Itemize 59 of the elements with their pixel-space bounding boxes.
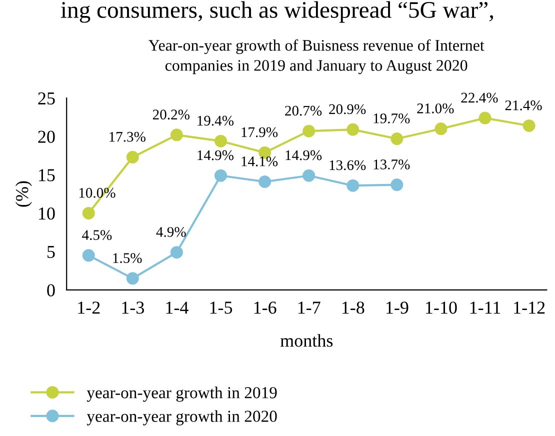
- data-label: 17.3%: [110, 132, 146, 142]
- point: [346, 179, 360, 192]
- point: [126, 150, 139, 164]
- point: [302, 124, 316, 138]
- point: [390, 132, 404, 146]
- point: [170, 246, 183, 259]
- data-label: 20.9%: [329, 104, 366, 114]
- x-tick-label: 1-10: [426, 302, 457, 314]
- y-tick-label: 15: [39, 169, 55, 182]
- chart-title: Year-on-year growth of Buisness revenue of Internet companies in 2019 and January to August 2020: [148, 39, 484, 74]
- y-tick-label: 10: [39, 207, 55, 220]
- x-tick-label: 1-8: [342, 302, 364, 314]
- data-label: 14.1%: [242, 156, 278, 166]
- point: [126, 272, 139, 285]
- data-label: 19.4%: [198, 116, 234, 126]
- data-label: 19.7%: [374, 113, 410, 124]
- data-label: 13.7%: [374, 160, 410, 170]
- point: [434, 122, 448, 136]
- data-label: 4.5%: [82, 230, 112, 240]
- x-tick-label: 1-9: [386, 302, 408, 314]
- point: [82, 249, 95, 262]
- y-tick-label: 25: [38, 92, 55, 105]
- legend-label: year-on-year growth in 2019: [86, 386, 277, 402]
- data-label: 21.4%: [505, 100, 542, 110]
- y-axis-title: (%): [16, 181, 32, 207]
- data-label: 20.2%: [152, 110, 190, 120]
- data-label: 14.9%: [286, 150, 322, 160]
- point: [522, 119, 536, 132]
- y-tick-label: 0: [47, 284, 55, 296]
- x-tick-label: 1-2: [78, 302, 100, 314]
- y-tick-label: 5: [48, 246, 55, 258]
- data-label: 13.6%: [330, 160, 366, 170]
- data-label: 17.9%: [242, 127, 278, 138]
- point: [82, 206, 95, 220]
- y-tick-label: 20: [38, 130, 55, 143]
- x-axis-title: months: [280, 334, 333, 347]
- x-tick-label: 1-7: [298, 302, 320, 314]
- x-tick-label: 1-3: [122, 302, 144, 314]
- x-tick-label: 1-4: [166, 302, 188, 314]
- point: [170, 128, 183, 142]
- point: [214, 169, 228, 182]
- data-label: 14.9%: [198, 150, 234, 160]
- x-tick-label: 1-12: [514, 302, 545, 314]
- point: [214, 134, 228, 148]
- x-tick-label: 1-11: [470, 302, 500, 314]
- point: [346, 123, 360, 136]
- data-label: 20.7%: [285, 106, 322, 116]
- data-label: 4.9%: [156, 227, 186, 237]
- legend-label: year-on-year growth in 2020: [86, 410, 277, 426]
- data-label: 21.0%: [417, 103, 454, 114]
- point: [302, 169, 316, 182]
- x-tick-label: 1-5: [210, 302, 232, 314]
- text: ing consumers, such as widespread “5G war”,: [60, 1, 494, 23]
- point: [390, 178, 404, 192]
- data-label: 1.5%: [113, 253, 142, 264]
- point: [258, 175, 272, 188]
- x-tick-label: 1-6: [254, 302, 276, 314]
- point: [478, 112, 492, 124]
- data-label: 22.4%: [461, 92, 498, 103]
